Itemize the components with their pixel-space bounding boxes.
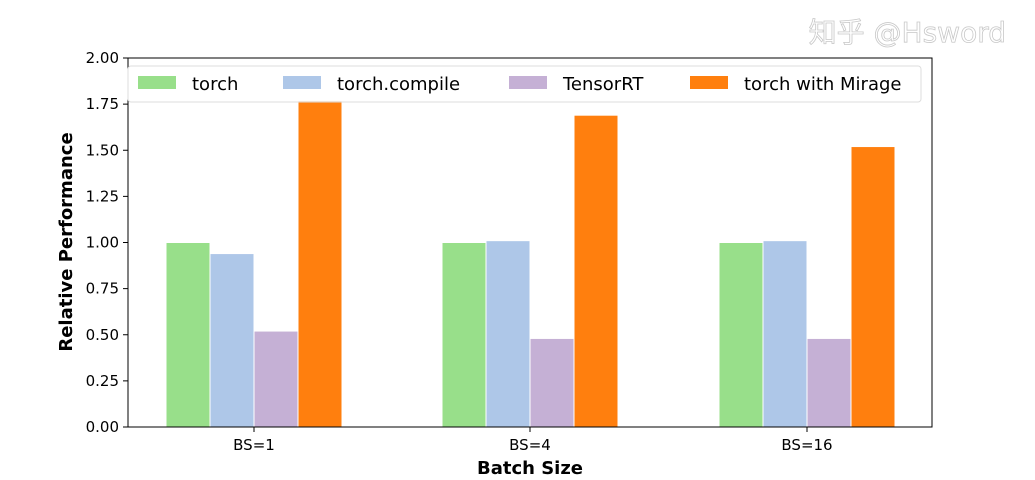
- y-tick-label: 1.25: [86, 187, 119, 205]
- y-tick-label: 1.00: [86, 234, 119, 252]
- legend-label: torch.compile: [337, 74, 460, 95]
- y-axis-label: Relative Performance: [56, 132, 77, 351]
- y-tick-label: 2.00: [86, 49, 119, 67]
- legend-label: TensorRT: [562, 74, 644, 95]
- bar-torch-bs16: [718, 242, 764, 428]
- x-tick-label: BS=1: [233, 436, 275, 454]
- bar-torch-with-mirage-bs4: [573, 114, 619, 428]
- x-tick-label: BS=16: [781, 436, 832, 454]
- legend-swatch: [690, 76, 728, 89]
- bar-torch-bs1: [165, 242, 211, 428]
- legend-swatch: [509, 76, 547, 89]
- bar-torch-bs4: [441, 242, 487, 428]
- y-tick-label: 1.50: [86, 141, 119, 159]
- bar-torch-with-mirage-bs16: [850, 146, 896, 428]
- y-tick-label: 0.75: [86, 280, 119, 298]
- legend-swatch: [283, 76, 321, 89]
- bar-torch-compile-bs4: [485, 240, 531, 428]
- bar-tensorrt-bs4: [529, 337, 575, 428]
- bar-tensorrt-bs1: [253, 330, 299, 428]
- x-axis-label: Batch Size: [477, 458, 583, 479]
- bar-tensorrt-bs16: [806, 337, 852, 428]
- legend-label: torch: [192, 74, 238, 95]
- y-tick-label: 0.00: [86, 418, 119, 436]
- y-tick-label: 0.50: [86, 326, 119, 344]
- y-tick-label: 0.25: [86, 372, 119, 390]
- watermark: 知乎 @Hsword: [809, 16, 1006, 49]
- bar-torch-with-mirage-bs1: [297, 99, 343, 428]
- x-tick-label: BS=4: [509, 436, 551, 454]
- bar-torch-compile-bs16: [762, 240, 808, 428]
- y-tick-label: 1.75: [86, 95, 119, 113]
- legend-label: torch with Mirage: [744, 74, 901, 95]
- bar-torch-compile-bs1: [209, 253, 255, 428]
- legend-swatch: [138, 76, 176, 89]
